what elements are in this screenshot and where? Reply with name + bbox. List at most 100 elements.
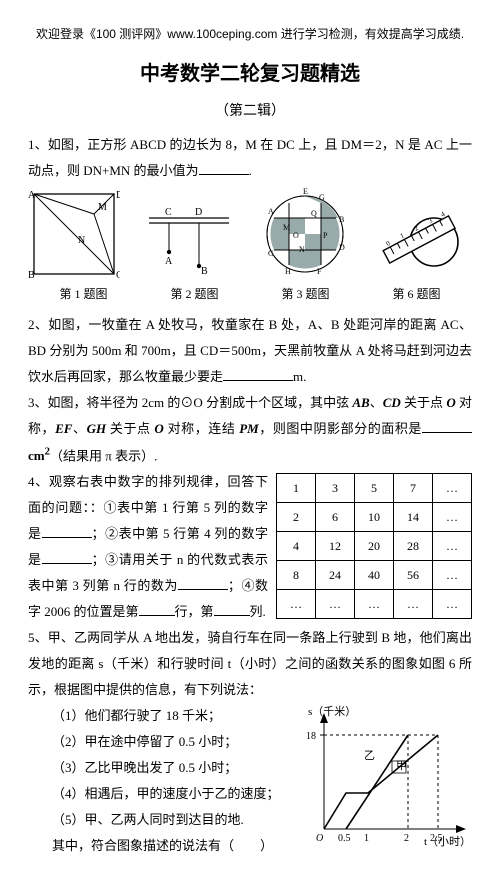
svg-text:M: M [283, 223, 290, 232]
figure-3-svg: AB CD EG HF OM QPN [259, 188, 351, 280]
svg-text:C: C [116, 270, 120, 280]
q3-tail2: （结果用 π 表示）. [50, 448, 157, 463]
cell: … [355, 590, 394, 619]
q4-blank-2[interactable] [42, 550, 92, 564]
cell: 1 [277, 474, 316, 503]
q2-tail: m. [293, 369, 306, 384]
cap-2: 第 2 题图 [139, 282, 250, 306]
svg-text:O: O [316, 833, 323, 844]
svg-text:s（千米）: s（千米） [308, 705, 356, 718]
svg-text:M: M [98, 202, 107, 213]
svg-text:4: 4 [439, 210, 446, 219]
svg-text:Q: Q [311, 209, 317, 218]
svg-text:A: A [268, 207, 274, 216]
cell: … [433, 474, 472, 503]
q4-blank-4[interactable] [139, 602, 175, 616]
svg-text:C: C [268, 249, 273, 258]
q3-p7: 对称，连结 [164, 421, 239, 436]
svg-text:2.5: 2.5 [430, 833, 443, 844]
figure-6-svg: 01234 [376, 198, 472, 280]
svg-text:P: P [323, 231, 328, 240]
cell: 5 [355, 474, 394, 503]
question-5: 5、甲、乙两同学从 A 地出发，骑自行车在同一条路上行驶到 B 地，他们离出发地… [28, 625, 472, 703]
q3-o1: O [446, 395, 455, 410]
cell: 40 [355, 561, 394, 590]
q4-blank-3[interactable] [178, 576, 228, 590]
svg-text:1: 1 [364, 833, 369, 844]
q1-period: . [249, 163, 252, 178]
cell: 20 [355, 532, 394, 561]
cell: 28 [394, 532, 433, 561]
svg-text:E: E [303, 188, 308, 196]
cell: 14 [394, 503, 433, 532]
svg-text:1: 1 [399, 231, 406, 240]
svg-text:O: O [293, 231, 299, 240]
svg-text:A: A [165, 256, 173, 267]
svg-text:0: 0 [385, 239, 392, 248]
question-1: 1、如图，正方形 ABCD 的边长为 8，M 在 DC 上，且 DM＝2，N 是… [28, 132, 472, 184]
q4-e: 行，第 [175, 604, 214, 619]
q3-p1: 3、如图，将半径为 2cm 的⊙O 分割成十个区域，其中弦 [28, 395, 352, 410]
svg-text:H: H [285, 267, 291, 276]
q3-p6: 关于点 [106, 421, 154, 436]
q3-o2: O [154, 421, 163, 436]
cell: … [316, 590, 355, 619]
svg-text:2: 2 [404, 833, 409, 844]
question-2: 2、如图，一牧童在 A 处牧马，牧童家在 B 处，A、B 处距河岸的距离 AC、… [28, 312, 472, 390]
svg-text:D: D [339, 243, 345, 252]
cap-6: 第 6 题图 [361, 282, 472, 306]
q3-cd: CD [383, 395, 401, 410]
cell: 4 [277, 532, 316, 561]
figure-1-svg: AD BC MN [28, 188, 120, 280]
cell: … [433, 532, 472, 561]
svg-text:F: F [317, 267, 322, 276]
q3-gh: GH [87, 421, 107, 436]
q3-blank[interactable] [422, 419, 472, 433]
cap-3: 第 3 题图 [250, 282, 361, 306]
q4-blank-1[interactable] [42, 524, 92, 538]
figure-captions: 第 1 题图 第 2 题图 第 3 题图 第 6 题图 [28, 282, 472, 306]
q3-p2: 、 [370, 395, 383, 410]
cell: … [433, 590, 472, 619]
svg-text:D: D [195, 207, 202, 218]
page-subtitle: （第二辑） [28, 98, 472, 126]
svg-text:B: B [339, 215, 344, 224]
figure-row: AD BC MN CD AB AB CD EG HF OM QPN 01234 [28, 188, 472, 280]
q3-p3: 关于点 [401, 395, 447, 410]
svg-text:N: N [78, 235, 85, 246]
cell: 8 [277, 561, 316, 590]
q2-blank[interactable] [223, 367, 293, 381]
svg-text:B: B [201, 266, 208, 277]
q3-p5: 、 [72, 421, 86, 436]
cell: 7 [394, 474, 433, 503]
svg-text:A: A [28, 190, 36, 201]
cell: 3 [316, 474, 355, 503]
svg-text:甲: 甲 [396, 760, 407, 772]
q4-blank-5[interactable] [214, 602, 250, 616]
cap-1: 第 1 题图 [28, 282, 139, 306]
question-3: 3、如图，将半径为 2cm 的⊙O 分割成十个区域，其中弦 AB、CD 关于点 … [28, 390, 472, 469]
q1-blank[interactable] [199, 161, 249, 175]
q3-ef: EF [55, 421, 72, 436]
page-title: 中考数学二轮复习题精选 [28, 54, 472, 94]
cell: 24 [316, 561, 355, 590]
q3-ab: AB [352, 395, 369, 410]
cell: 12 [316, 532, 355, 561]
cell: … [433, 561, 472, 590]
cell: 56 [394, 561, 433, 590]
svg-text:2: 2 [413, 224, 420, 233]
cell: … [394, 590, 433, 619]
svg-text:C: C [165, 207, 172, 218]
q3-pm: PM [239, 421, 259, 436]
cell: 2 [277, 503, 316, 532]
svg-text:0.5: 0.5 [338, 833, 351, 844]
cell: … [433, 503, 472, 532]
page-header: 欢迎登录《100 测评网》www.100ceping.com 进行学习检测，有效… [28, 22, 472, 46]
q4-f: 列. [250, 604, 266, 619]
svg-text:乙: 乙 [364, 749, 375, 762]
cell: 6 [316, 503, 355, 532]
q5-chart: s（千米） t（小时） 18 甲 乙 O 0.5 1 2 2.5 [302, 703, 472, 851]
cell: 10 [355, 503, 394, 532]
svg-text:D: D [116, 190, 120, 201]
svg-text:N: N [299, 245, 305, 254]
